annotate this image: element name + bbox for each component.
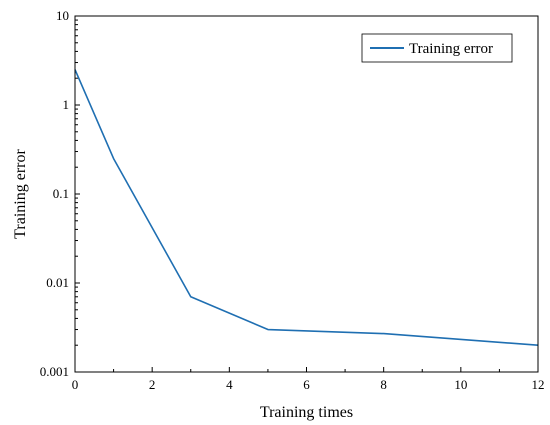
y-tick-label: 0.001 — [40, 364, 69, 379]
legend-label-training-error: Training error — [409, 41, 493, 57]
series-layer — [74, 69, 539, 347]
x-tick-label: 2 — [149, 377, 156, 392]
series-line-training-error — [74, 69, 539, 347]
y-axis-ticks: 0.001 0.01 0.1 1 10 — [40, 8, 80, 379]
x-tick-label: 8 — [380, 377, 387, 392]
x-tick-label: 10 — [454, 377, 467, 392]
x-tick-label: 6 — [303, 377, 310, 392]
x-tick-label: 0 — [72, 377, 79, 392]
x-tick-label: 12 — [532, 377, 545, 392]
y-tick-label: 10 — [56, 8, 69, 23]
y-tick-label: 1 — [63, 97, 70, 112]
x-tick-label: 4 — [226, 377, 233, 392]
y-tick-label: 0.1 — [53, 186, 69, 201]
legend: Training error — [361, 33, 513, 63]
x-axis-title: Training times — [260, 404, 353, 421]
x-axis-ticks: 0 2 4 6 8 10 12 — [72, 367, 545, 392]
y-tick-label: 0.01 — [46, 275, 69, 290]
y-axis-title: Training error — [12, 149, 29, 239]
plot-frame — [74, 15, 539, 373]
